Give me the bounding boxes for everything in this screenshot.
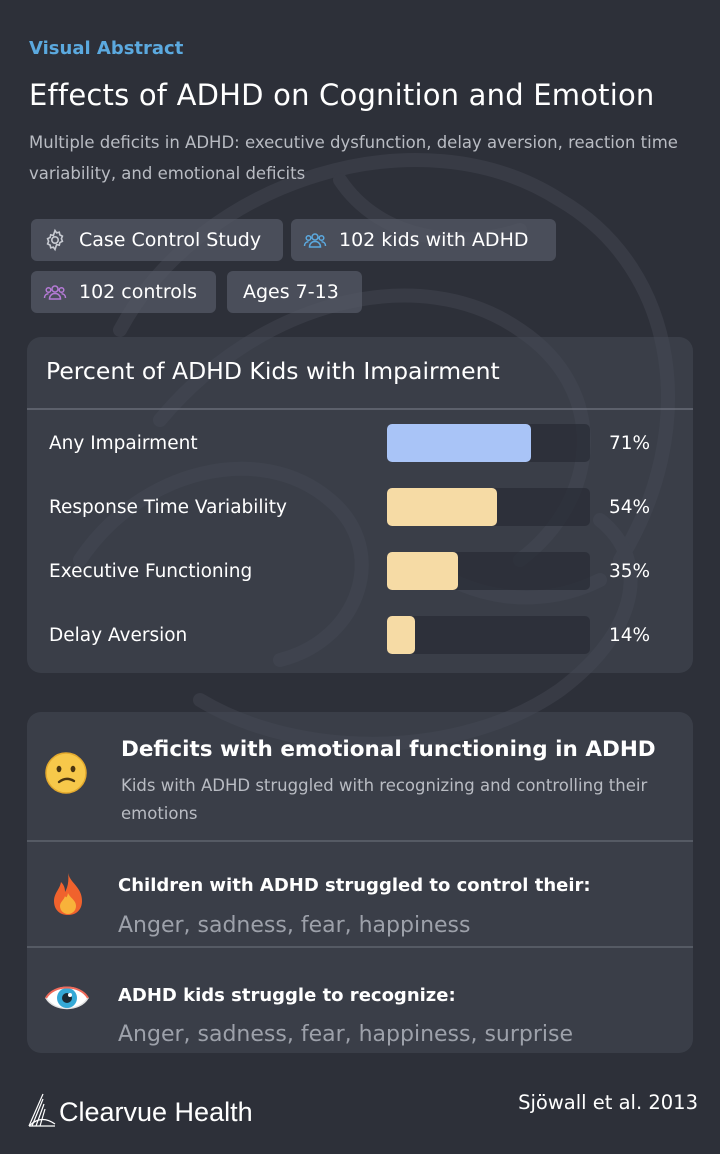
- people-icon: [303, 228, 327, 252]
- brand-name: Clearvue Health: [59, 1097, 253, 1127]
- bar-value-label: 71%: [609, 433, 651, 454]
- emotion-control-item: Children with ADHD struggled to control …: [27, 842, 693, 946]
- bar-category-label: Response Time Variability: [49, 497, 287, 518]
- item-text: Anger, sadness, fear, happiness: [118, 913, 471, 938]
- age-range-chip: Ages 7-13: [227, 271, 362, 313]
- study-type-chip: Case Control Study: [31, 219, 283, 261]
- bar-row: Response Time Variability 54%: [27, 488, 693, 528]
- adhd-count-chip: 102 kids with ADHD: [291, 219, 556, 261]
- confused-face-icon: [45, 752, 87, 794]
- emotion-recognition-item: ADHD kids struggle to recognize: Anger, …: [27, 948, 693, 1053]
- bar-category-label: Any Impairment: [49, 433, 198, 454]
- brand-logo: Clearvue Health: [27, 1090, 253, 1128]
- bar-value-label: 54%: [609, 497, 651, 518]
- bar-track: [387, 424, 590, 462]
- chip-label: Case Control Study: [79, 229, 262, 251]
- impairment-chart-card: Percent of ADHD Kids with Impairment Any…: [27, 337, 693, 673]
- emotion-header-section: Deficits with emotional functioning in A…: [27, 712, 693, 840]
- chip-label: 102 controls: [79, 281, 198, 303]
- divider: [27, 840, 693, 842]
- chart-title: Percent of ADHD Kids with Impairment: [27, 337, 693, 410]
- bar-row: Delay Aversion 14%: [27, 616, 693, 656]
- bar-value-label: 14%: [609, 625, 651, 646]
- people-icon: [43, 280, 67, 304]
- chip-label: Ages 7-13: [243, 281, 339, 303]
- chip-label: 102 kids with ADHD: [339, 229, 529, 251]
- bar-fill: [387, 552, 458, 590]
- fire-icon: [54, 873, 82, 915]
- page-title: Effects of ADHD on Cognition and Emotion: [29, 78, 655, 112]
- emotional-deficits-card: Deficits with emotional functioning in A…: [27, 712, 693, 1053]
- bar-fill: [387, 424, 531, 462]
- bar-row: Any Impairment 71%: [27, 424, 693, 464]
- bar-category-label: Delay Aversion: [49, 625, 188, 646]
- bar-track: [387, 616, 590, 654]
- divider: [27, 946, 693, 948]
- page-subtitle: Multiple deficits in ADHD: executive dys…: [29, 133, 678, 183]
- item-title: ADHD kids struggle to recognize:: [118, 985, 456, 1006]
- bar-category-label: Executive Functioning: [49, 561, 253, 582]
- eyebrow-label: Visual Abstract: [29, 38, 184, 59]
- bar-track: [387, 552, 590, 590]
- emotion-subtitle: Kids with ADHD struggled with recognizin…: [121, 776, 648, 823]
- clearvue-logo-mark: [28, 1093, 56, 1127]
- bar-row: Executive Functioning 35%: [27, 552, 693, 592]
- bar-value-label: 35%: [609, 561, 651, 582]
- emotion-title: Deficits with emotional functioning in A…: [121, 737, 656, 762]
- gear-icon: [43, 228, 67, 252]
- item-title: Children with ADHD struggled to control …: [118, 875, 591, 896]
- bar-fill: [387, 488, 497, 526]
- bar-track: [387, 488, 590, 526]
- eye-icon: [45, 986, 89, 1010]
- citation: Sjöwall et al. 2013: [518, 1091, 698, 1114]
- bar-fill: [387, 616, 415, 654]
- item-text: Anger, sadness, fear, happiness, surpris…: [118, 1022, 574, 1047]
- controls-count-chip: 102 controls: [31, 271, 216, 313]
